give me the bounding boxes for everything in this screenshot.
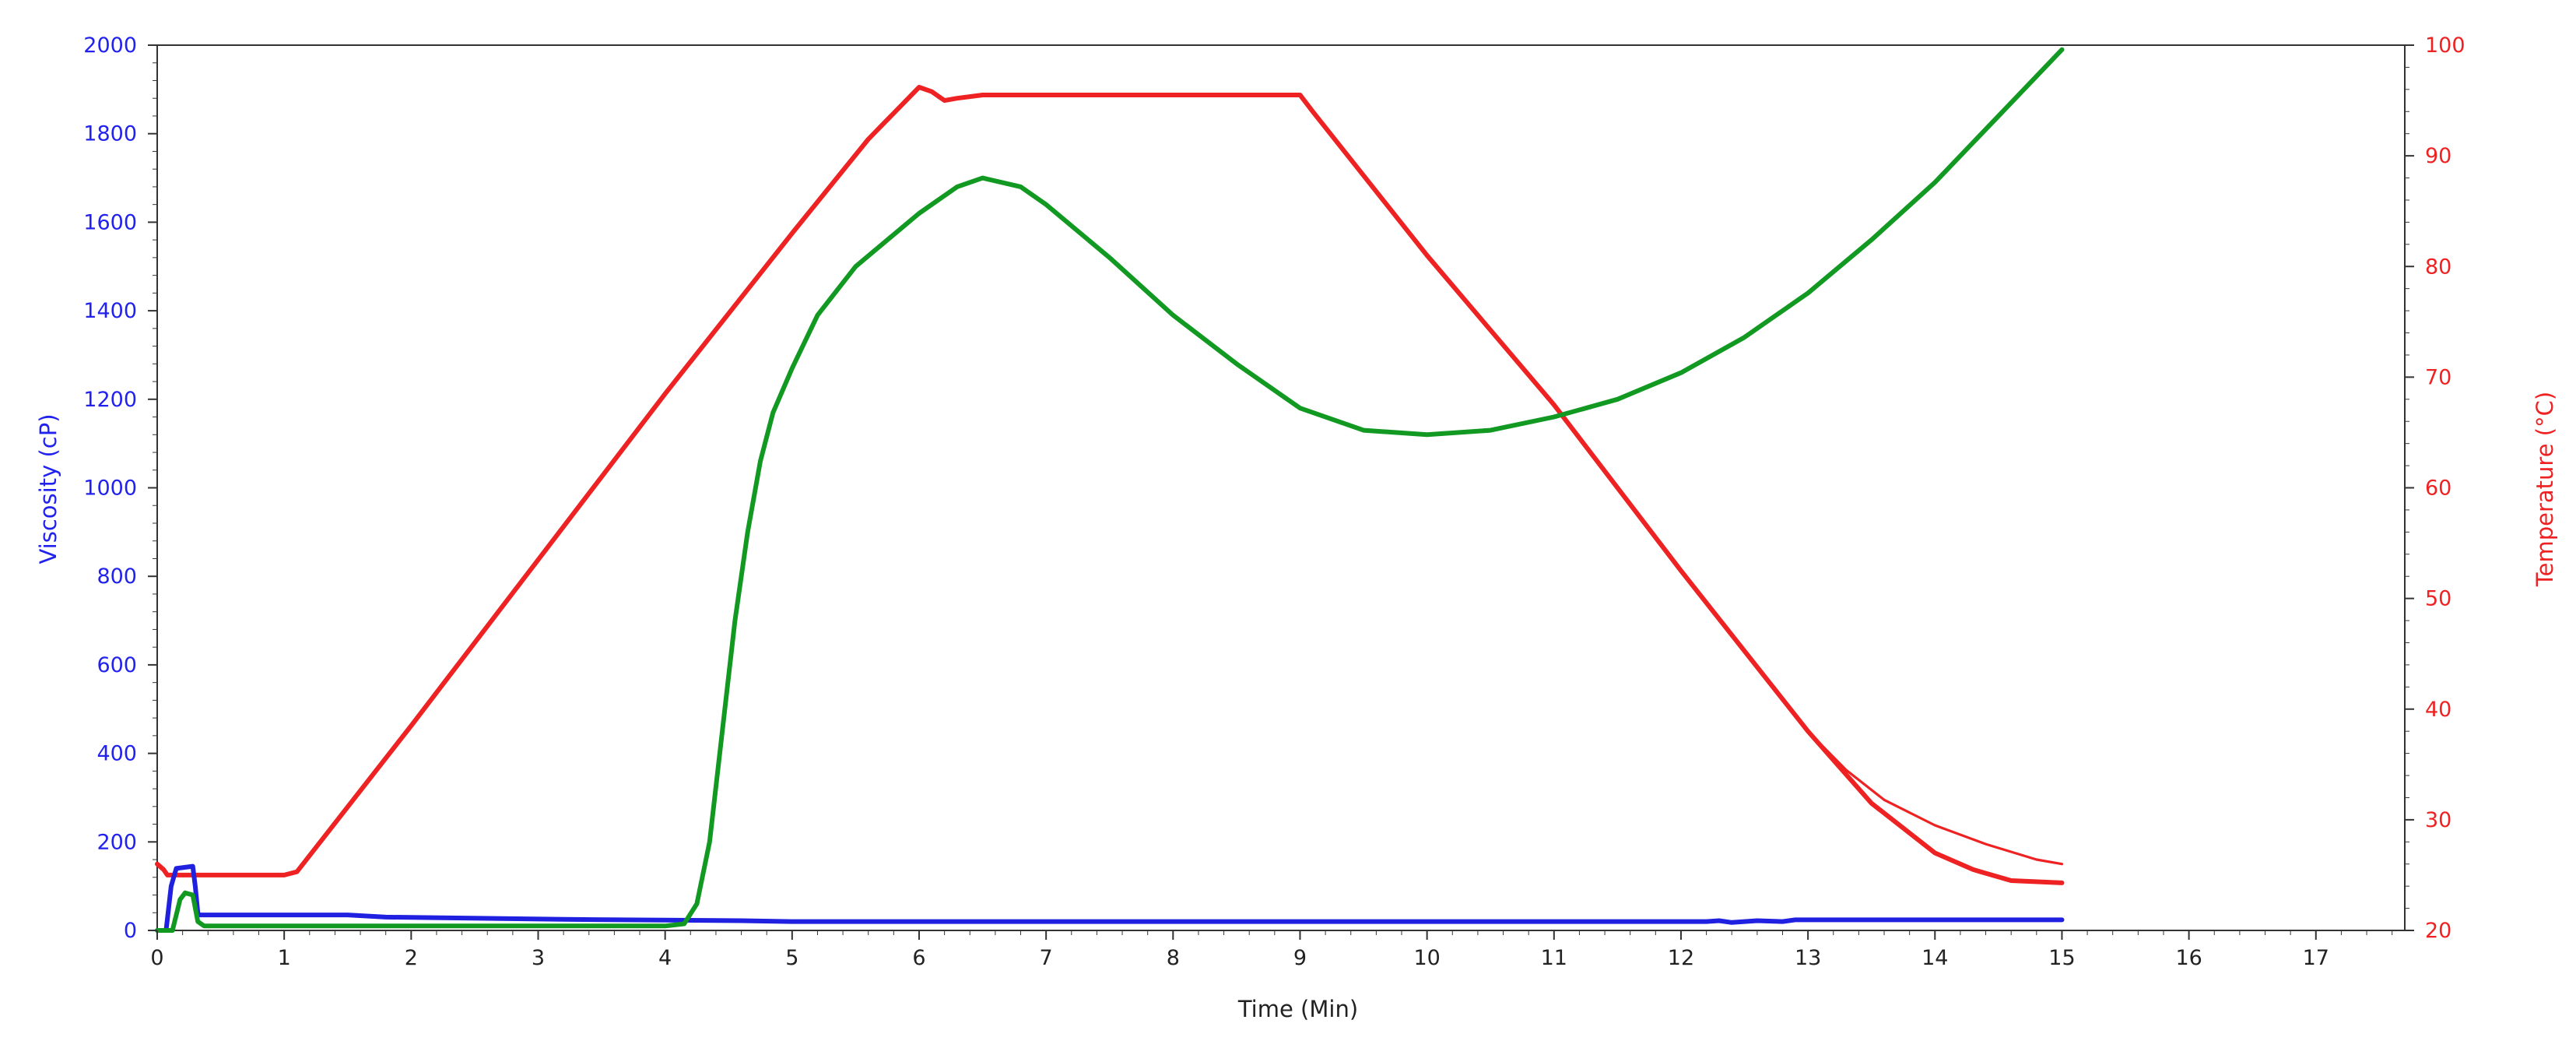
left-y-tick-label: 1400: [83, 299, 137, 323]
left-y-tick-label: 2000: [83, 33, 137, 58]
series-line-temperature-1: [1806, 730, 2064, 866]
x-tick-label: 5: [785, 946, 798, 970]
right-y-tick-label: 30: [2425, 808, 2451, 832]
plot-frame: [156, 44, 2406, 931]
left-y-axis: 0 200 400 600 800 1000 1200 1400 1600 1800 2000: [83, 33, 157, 943]
x-tick-label: 7: [1040, 946, 1053, 970]
x-tick-label: 8: [1167, 946, 1180, 970]
right-y-tick-label: 90: [2425, 144, 2451, 168]
series-layer: [155, 47, 2065, 933]
x-tick-label: 13: [1795, 946, 1821, 970]
x-tick-label: 10: [1413, 946, 1440, 970]
series-line-temperature-0: [155, 85, 2065, 885]
x-tick-label: 16: [2175, 946, 2202, 970]
right-y-tick-label: 100: [2425, 33, 2465, 58]
x-tick-label: 17: [2303, 946, 2329, 970]
right-y-tick-label: 20: [2425, 919, 2451, 943]
left-y-tick-label: 1800: [83, 122, 137, 146]
right-y-tick-label: 40: [2425, 698, 2451, 722]
right-y-axis: 20 30 40 50 60 70 80 90 100: [2405, 33, 2465, 943]
x-tick-label: 1: [278, 946, 291, 970]
right-y-tick-label: 70: [2425, 365, 2451, 389]
x-tick-label: 9: [1293, 946, 1307, 970]
x-tick-label: 4: [658, 946, 672, 970]
left-y-tick-label: 0: [124, 919, 137, 943]
right-y-tick-label: 50: [2425, 587, 2451, 611]
left-y-tick-label: 200: [97, 830, 137, 854]
series-line-viscosity_blue-2: [155, 863, 2065, 933]
x-tick-label: 2: [405, 946, 418, 970]
left-y-tick-label: 600: [97, 653, 137, 677]
x-tick-label: 3: [532, 946, 545, 970]
x-tick-label: 12: [1668, 946, 1694, 970]
left-y-tick-label: 1000: [83, 477, 137, 501]
left-y-tick-label: 1200: [83, 388, 137, 412]
left-y-axis-title: Viscosity (cP): [35, 413, 61, 564]
right-y-tick-label: 60: [2425, 477, 2451, 501]
x-tick-label: 0: [150, 946, 163, 970]
right-y-tick-label: 80: [2425, 255, 2451, 279]
x-tick-label: 11: [1541, 946, 1567, 970]
left-y-tick-label: 1600: [83, 210, 137, 234]
right-y-axis-title: Temperature (°C): [2532, 392, 2558, 587]
x-tick-label: 6: [912, 946, 925, 970]
series-line-viscosity_green-3: [155, 47, 2065, 933]
x-axis: 0 1 2 3 4 5 6 7 8 9 10 11 12 13 14 15 16 17: [150, 930, 2393, 970]
left-y-tick-label: 800: [97, 564, 137, 589]
x-tick-label: 14: [1921, 946, 1948, 970]
x-tick-label: 15: [2048, 946, 2075, 970]
x-axis-title: Time (Min): [1237, 996, 1358, 1022]
left-y-tick-label: 400: [97, 742, 137, 766]
